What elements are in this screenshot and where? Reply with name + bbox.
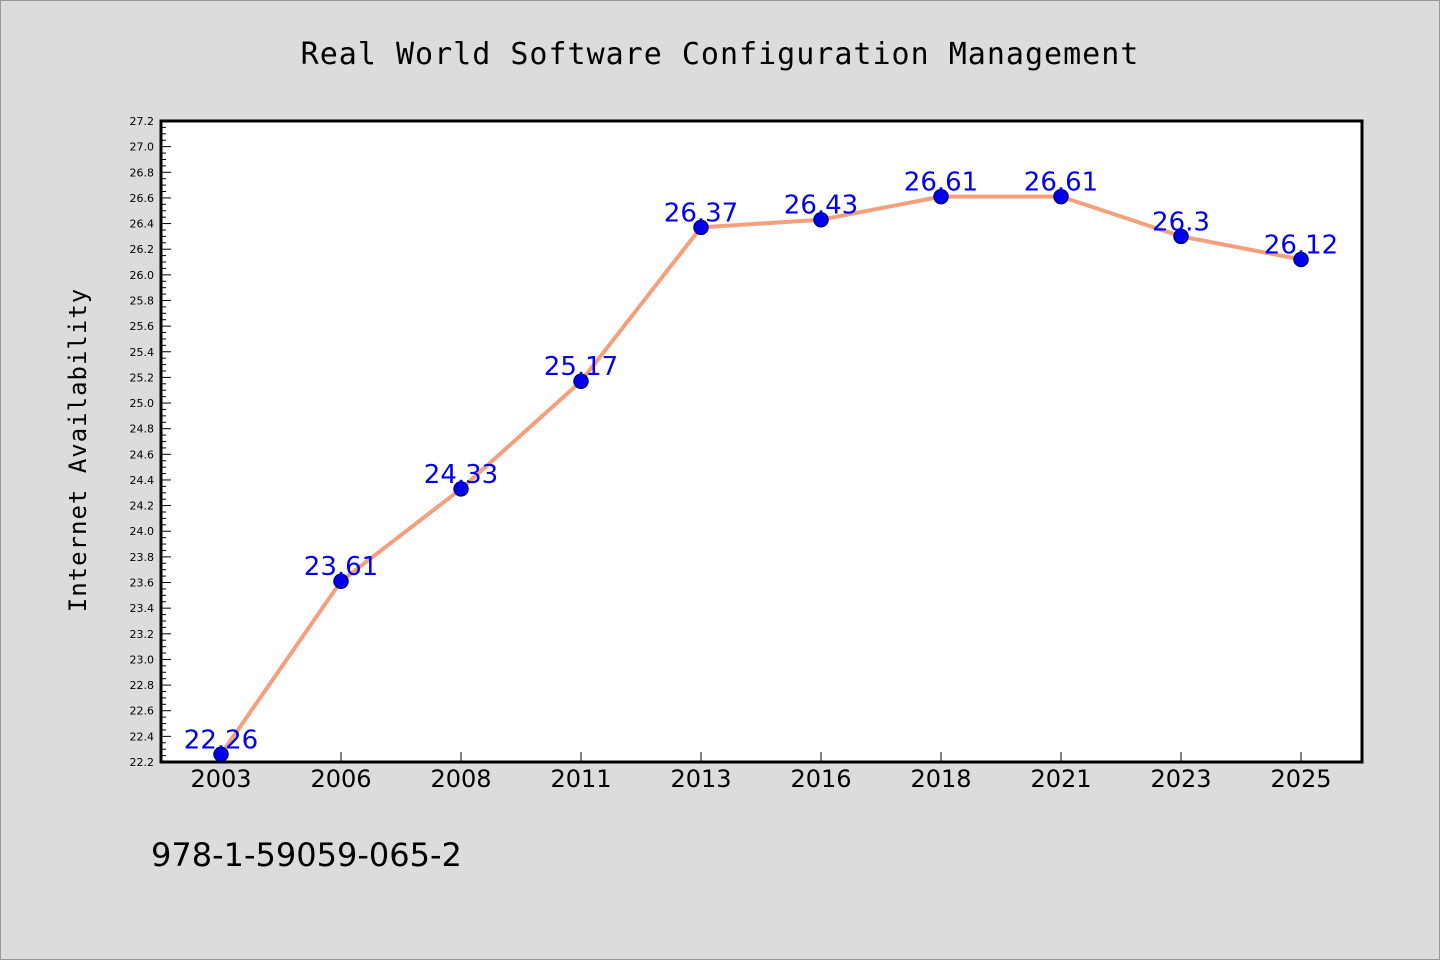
data-point bbox=[213, 746, 229, 763]
data-point bbox=[933, 188, 949, 205]
x-tick-label: 2006 bbox=[310, 765, 371, 793]
y-tick-label: 27.0 bbox=[130, 141, 155, 154]
y-tick-label: 27.2 bbox=[130, 115, 155, 128]
plot-area bbox=[159, 119, 1364, 764]
data-point bbox=[1173, 228, 1189, 245]
data-label: 26.61 bbox=[904, 168, 978, 198]
x-tick-label: 2025 bbox=[1270, 765, 1331, 793]
y-tick-label: 25.0 bbox=[130, 397, 155, 410]
chart-title: Real World Software Configuration Manage… bbox=[301, 37, 1140, 72]
y-tick-label: 25.6 bbox=[130, 320, 155, 333]
y-tick-label: 25.4 bbox=[130, 346, 155, 359]
y-axis-label: Internet Availability bbox=[64, 288, 92, 612]
data-point bbox=[1293, 251, 1309, 268]
y-tick-label: 24.4 bbox=[130, 474, 155, 487]
data-label: 25.17 bbox=[544, 352, 618, 382]
y-tick-label: 24.2 bbox=[130, 500, 155, 513]
data-label: 22.26 bbox=[184, 725, 258, 755]
x-tick-label: 2018 bbox=[910, 765, 971, 793]
x-tick-label: 2011 bbox=[550, 765, 611, 793]
series-markers bbox=[213, 188, 1309, 763]
y-axis: 22.2 22.4 22.6 22.8 23.0 23.2 23.4 23.6 23.8 24.0… bbox=[130, 115, 171, 769]
y-tick-label: 23.0 bbox=[130, 653, 155, 666]
y-tick-label: 26.4 bbox=[130, 218, 155, 231]
data-label: 24.33 bbox=[424, 460, 498, 490]
x-tick-label: 2008 bbox=[430, 765, 491, 793]
data-point bbox=[813, 211, 829, 228]
x-tick-label: 2023 bbox=[1150, 765, 1211, 793]
y-tick-label: 25.8 bbox=[130, 294, 155, 307]
y-tick-label: 25.2 bbox=[130, 371, 155, 384]
data-label: 26.12 bbox=[1264, 230, 1338, 260]
y-tick-label: 23.8 bbox=[130, 551, 155, 564]
data-point bbox=[573, 373, 589, 389]
data-point bbox=[693, 219, 709, 236]
x-axis: 2003 2006 2008 2011 2013 2016 2018 2021 2023 2025 bbox=[190, 752, 1332, 793]
y-tick-label: 26.8 bbox=[130, 166, 155, 179]
y-tick-label: 26.6 bbox=[130, 192, 155, 205]
y-tick-label: 23.6 bbox=[130, 577, 155, 590]
data-label: 26.61 bbox=[1024, 168, 1098, 198]
data-point bbox=[1053, 188, 1069, 205]
y-tick-label: 26.2 bbox=[130, 243, 155, 256]
series-line-group bbox=[219, 194, 1303, 757]
data-labels: 22.26 23.61 24.33 25.17 26.37 26.43 26.61 26.61… bbox=[184, 168, 1338, 756]
y-tick-label: 23.2 bbox=[130, 628, 155, 641]
data-label: 26.43 bbox=[784, 191, 858, 221]
series-line bbox=[219, 194, 1303, 757]
data-point bbox=[453, 481, 469, 497]
y-tick-label: 24.8 bbox=[130, 423, 155, 436]
y-tick-label: 24.6 bbox=[130, 448, 155, 461]
data-label: 26.37 bbox=[664, 198, 738, 228]
y-tick-label: 24.0 bbox=[130, 525, 155, 538]
data-label: 26.3 bbox=[1152, 207, 1210, 237]
data-label: 23.61 bbox=[304, 552, 378, 582]
x-tick-label: 2021 bbox=[1030, 765, 1091, 793]
y-tick-label: 22.4 bbox=[130, 730, 155, 743]
y-tick-label: 26.0 bbox=[130, 269, 155, 282]
y-tick-label: 22.6 bbox=[130, 705, 155, 718]
data-point bbox=[333, 573, 349, 589]
x-tick-label: 2016 bbox=[790, 765, 851, 793]
y-tick-label: 22.2 bbox=[130, 756, 155, 769]
x-tick-label: 2003 bbox=[190, 765, 251, 793]
x-tick-label: 2013 bbox=[670, 765, 731, 793]
y-tick-label: 23.4 bbox=[130, 602, 155, 615]
footnote-isbn: 978-1-59059-065-2 bbox=[151, 836, 462, 874]
y-tick-label: 22.8 bbox=[130, 679, 155, 692]
